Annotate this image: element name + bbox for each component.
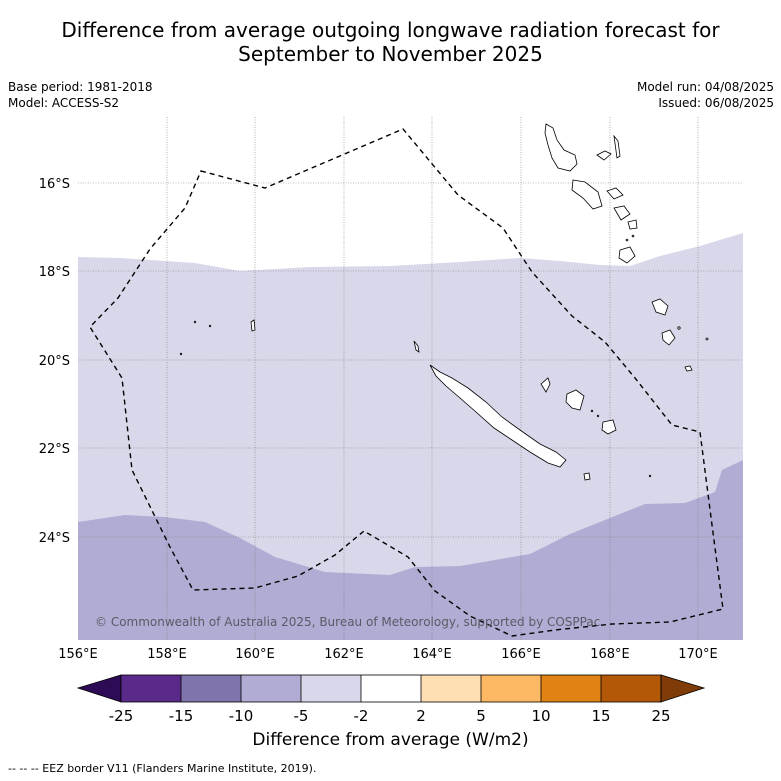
maewo-island xyxy=(613,134,621,159)
eez-border xyxy=(89,128,724,637)
colorbar-segment xyxy=(601,675,661,702)
small-islet xyxy=(631,234,635,238)
belep-islands xyxy=(413,340,420,353)
title-line-1: Difference from average outgoing longwav… xyxy=(61,18,720,42)
malekula-island xyxy=(571,179,603,210)
issued-date: Issued: 06/08/2025 xyxy=(658,96,774,110)
small-islet xyxy=(590,409,594,413)
lon-tick-label: 160°E xyxy=(235,647,275,662)
espiritu-santo-island xyxy=(544,123,578,172)
loyalty-islands-lifou xyxy=(565,389,585,411)
small-islet xyxy=(208,324,212,328)
colorbar-tick: 25 xyxy=(651,707,670,725)
colorbar-label: Difference from average (W/m2) xyxy=(252,730,529,750)
lon-tick-label: 162°E xyxy=(324,647,364,662)
band-medium-anomaly xyxy=(78,460,743,640)
colorbar-tick: 5 xyxy=(476,707,486,725)
colorbar-segment xyxy=(361,675,421,702)
lon-tick-label: 156°E xyxy=(58,647,98,662)
colorbar-segment xyxy=(181,675,241,702)
colorbar-segment xyxy=(421,675,481,702)
base-period: Base period: 1981-2018 xyxy=(8,80,153,94)
erromango-island xyxy=(618,246,636,264)
epi-island xyxy=(613,205,631,221)
ambae-island xyxy=(596,150,612,161)
lon-tick-label: 168°E xyxy=(590,647,630,662)
colorbar-extend-low xyxy=(76,674,122,703)
isle-of-pines xyxy=(583,472,591,481)
colorbar-tick-labels: -25 -15 -10 -5 -2 2 5 10 15 25 xyxy=(109,707,671,725)
small-islet xyxy=(625,238,629,242)
metadata-right: Model run: 04/08/2025 Issued: 06/08/2025 xyxy=(637,79,774,111)
lat-tick-label: 16°S xyxy=(39,177,70,192)
lat-tick-label: 20°S xyxy=(39,354,70,369)
graticule xyxy=(78,117,743,640)
model-run: Model run: 04/08/2025 xyxy=(636,80,774,94)
colorbar: -25 -15 -10 -5 -2 2 5 10 15 25 xyxy=(76,674,706,725)
colorbar-segment xyxy=(301,675,361,702)
colorbar-segment xyxy=(241,675,301,702)
lat-tick-label: 24°S xyxy=(39,531,70,546)
lon-tick-label: 170°E xyxy=(678,647,718,662)
latitude-labels: 16°S 18°S 20°S 22°S 24°S xyxy=(39,177,70,546)
lat-tick-label: 18°S xyxy=(39,265,70,280)
small-islet xyxy=(705,337,709,341)
lon-tick-label: 164°E xyxy=(412,647,452,662)
eez-footnote: -- -- -- EEZ border V11 (Flanders Marine… xyxy=(8,762,317,775)
small-islet xyxy=(648,474,652,478)
lat-tick-label: 22°S xyxy=(39,442,70,457)
model-name: Model: ACCESS-S2 xyxy=(8,96,120,110)
colorbar-segment xyxy=(541,675,601,702)
colorbar-tick: 15 xyxy=(591,707,610,725)
loyalty-islands-mare xyxy=(601,419,617,435)
efate-island xyxy=(627,219,638,230)
metadata-left: Base period: 1981-2018 Model: ACCESS-S2 xyxy=(8,79,153,111)
colorbar-tick: -10 xyxy=(229,707,254,725)
colorbar-tick: -2 xyxy=(354,707,369,725)
loyalty-islands-ouvea xyxy=(540,377,551,393)
new-caledonia-island xyxy=(429,364,567,468)
colorbar-segment xyxy=(481,675,541,702)
colorbar-tick: 2 xyxy=(416,707,426,725)
map-area: © Commonwealth of Australia 2025, Bureau… xyxy=(78,117,743,640)
colorbar-segment xyxy=(121,675,181,702)
pentecost-island xyxy=(606,187,624,200)
lon-tick-label: 158°E xyxy=(147,647,187,662)
copyright-notice: © Commonwealth of Australia 2025, Bureau… xyxy=(95,615,600,629)
colorbar-tick: -25 xyxy=(109,707,134,725)
tanna-island xyxy=(651,298,669,316)
lon-tick-label: 166°E xyxy=(501,647,541,662)
small-islet xyxy=(193,320,197,324)
colorbar-tick: 10 xyxy=(531,707,550,725)
colorbar-tick: -5 xyxy=(294,707,309,725)
aneityum-island xyxy=(661,329,676,346)
colorbar-extend-high xyxy=(660,674,706,703)
colorbar-tick: -15 xyxy=(169,707,194,725)
small-islet xyxy=(179,352,183,356)
small-islet xyxy=(677,326,681,330)
coastlines xyxy=(179,123,709,481)
map-title: Difference from average outgoing longwav… xyxy=(0,18,781,66)
title-line-2: September to November 2025 xyxy=(238,42,543,66)
longitude-labels: 156°E 158°E 160°E 162°E 164°E 166°E 168°… xyxy=(58,647,718,662)
walpole-island xyxy=(684,365,693,372)
chesterfield-islet xyxy=(250,319,256,332)
small-islet xyxy=(596,414,600,418)
